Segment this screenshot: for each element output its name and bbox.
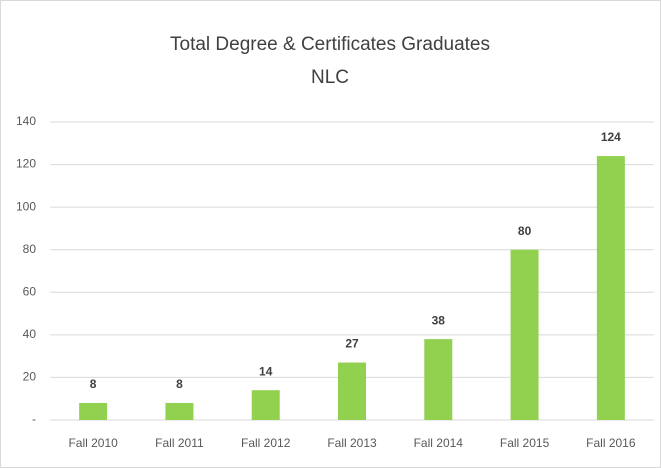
bar bbox=[251, 390, 280, 420]
y-tick-label: 100 bbox=[16, 199, 36, 213]
data-label: 27 bbox=[345, 337, 359, 351]
bar bbox=[424, 339, 453, 420]
bar bbox=[596, 156, 625, 421]
y-tick-label: 120 bbox=[16, 157, 36, 171]
x-tick-label: Fall 2012 bbox=[241, 436, 291, 450]
bar bbox=[79, 402, 108, 420]
x-tick-label: Fall 2016 bbox=[586, 436, 636, 450]
y-tick-label: 80 bbox=[23, 242, 37, 256]
bar bbox=[510, 249, 539, 420]
y-tick-label: 40 bbox=[23, 327, 37, 341]
chart-title: Total Degree & Certificates Graduates bbox=[170, 34, 490, 55]
x-tick-label: Fall 2014 bbox=[414, 436, 464, 450]
y-tick-label: - bbox=[32, 412, 36, 426]
bar bbox=[165, 402, 194, 420]
y-tick-label: 140 bbox=[16, 114, 36, 128]
bar bbox=[338, 362, 366, 420]
x-tick-label: Fall 2015 bbox=[500, 436, 550, 450]
chart-subtitle: NLC bbox=[311, 67, 349, 88]
data-label: 8 bbox=[176, 377, 183, 391]
y-tick-label: 20 bbox=[23, 370, 37, 384]
data-label: 8 bbox=[90, 377, 97, 391]
x-tick-label: Fall 2013 bbox=[327, 436, 377, 450]
data-label: 80 bbox=[518, 224, 532, 238]
y-tick-label: 60 bbox=[23, 284, 37, 298]
x-tick-label: Fall 2011 bbox=[155, 436, 204, 450]
data-label: 14 bbox=[259, 364, 273, 378]
data-label: 124 bbox=[601, 130, 621, 144]
data-label: 38 bbox=[432, 313, 446, 327]
x-tick-label: Fall 2010 bbox=[68, 436, 118, 450]
